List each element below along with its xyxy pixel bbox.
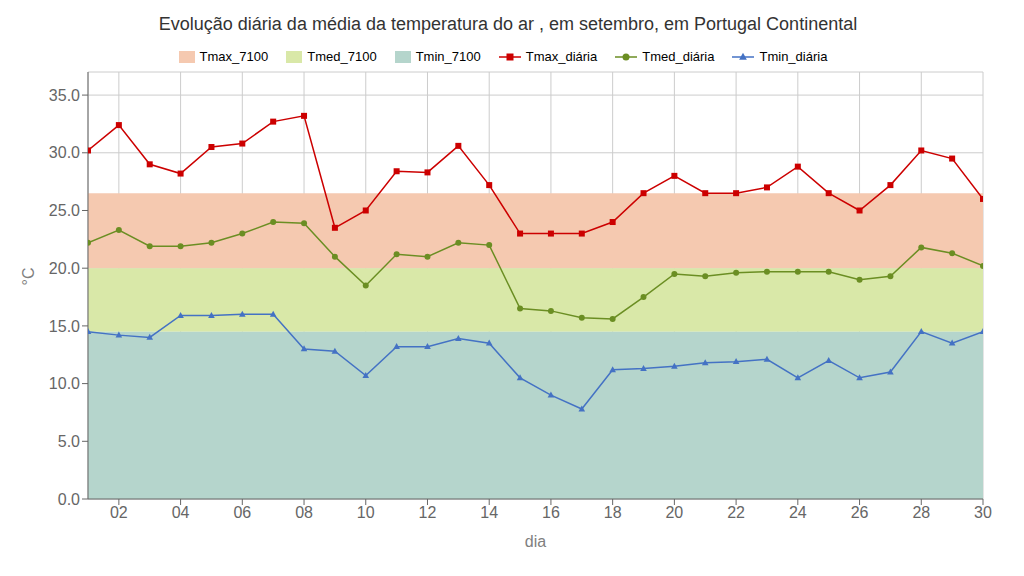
svg-text:30: 30 bbox=[974, 504, 992, 521]
html-text:Tmin_diária: Tmin_diária bbox=[759, 49, 828, 64]
svg-text:06: 06 bbox=[233, 504, 251, 521]
svg-text:18: 18 bbox=[604, 504, 622, 521]
html-text:Tmed_7100: Tmed_7100 bbox=[307, 49, 377, 64]
svg-text:16: 16 bbox=[542, 504, 560, 521]
svg-text:08: 08 bbox=[295, 504, 313, 521]
svg-text:0.0: 0.0 bbox=[58, 491, 80, 508]
svg-text:22: 22 bbox=[727, 504, 745, 521]
svg-text:30.0: 30.0 bbox=[49, 144, 80, 161]
svg-text:dia: dia bbox=[525, 533, 546, 550]
html-text:Tmax_diária: Tmax_diária bbox=[525, 49, 598, 64]
svg-text:28: 28 bbox=[912, 504, 930, 521]
svg-text:10: 10 bbox=[357, 504, 375, 521]
svg-text:04: 04 bbox=[172, 504, 190, 521]
svg-text:°C: °C bbox=[20, 268, 37, 286]
html-text:Tmed_diária: Tmed_diária bbox=[642, 49, 715, 64]
html-text:Tmax_7100: Tmax_7100 bbox=[199, 49, 269, 64]
html-text:Evolução diária da média da te: Evolução diária da média da temperatura … bbox=[158, 14, 858, 34]
svg-text:14: 14 bbox=[480, 504, 498, 521]
svg-text:20.0: 20.0 bbox=[49, 260, 80, 277]
html-text:Tmin_7100: Tmin_7100 bbox=[415, 49, 481, 64]
svg-text:24: 24 bbox=[789, 504, 807, 521]
svg-text:26: 26 bbox=[851, 504, 869, 521]
svg-text:25.0: 25.0 bbox=[49, 202, 80, 219]
svg-text:15.0: 15.0 bbox=[49, 318, 80, 335]
svg-text:10.0: 10.0 bbox=[49, 375, 80, 392]
svg-text:35.0: 35.0 bbox=[49, 87, 80, 104]
svg-text:12: 12 bbox=[419, 504, 437, 521]
svg-text:02: 02 bbox=[110, 504, 128, 521]
svg-text:5.0: 5.0 bbox=[58, 433, 80, 450]
svg-text:20: 20 bbox=[665, 504, 683, 521]
